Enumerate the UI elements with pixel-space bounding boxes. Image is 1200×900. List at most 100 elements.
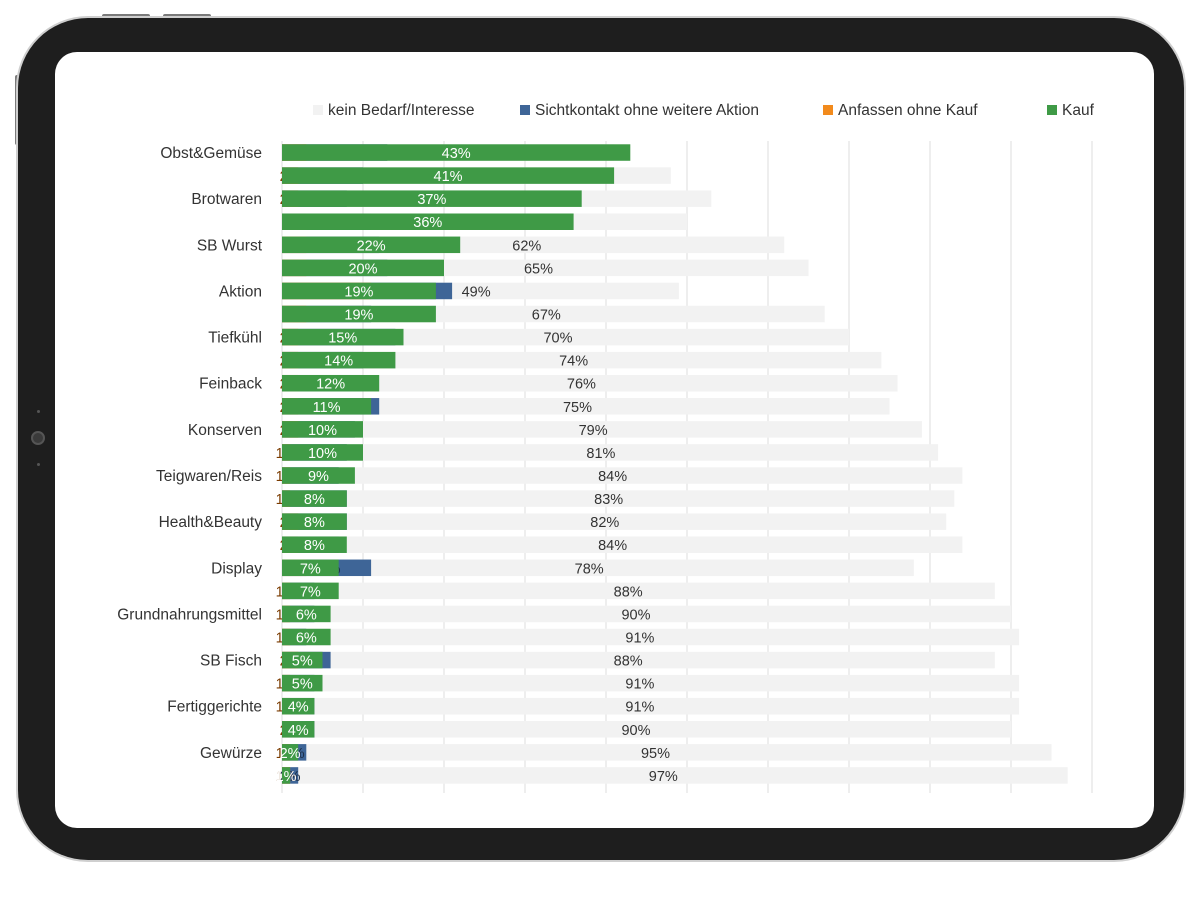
category-label: Display [211, 560, 262, 577]
bar-segment [282, 767, 1068, 784]
bar-segment [282, 674, 323, 692]
category-label: Grundnahrungsmittel [117, 606, 262, 623]
category-label: Teigwaren/Reis [156, 468, 262, 485]
category-label: SB Fisch [200, 653, 262, 670]
data-label: 84% [598, 538, 627, 554]
bar-segment [282, 628, 1020, 646]
data-label: 41% [434, 169, 463, 185]
category-label: Fertiggerichte [167, 699, 262, 716]
data-label: 67% [532, 308, 561, 324]
sensor-dot-top [37, 410, 40, 413]
data-label: 91% [625, 631, 654, 647]
bar-segment [282, 744, 299, 761]
category-label: Aktion [219, 283, 262, 300]
bar-segment [282, 374, 380, 392]
data-label: 82% [590, 515, 619, 531]
data-label: 88% [614, 584, 643, 600]
bar-segment [282, 697, 315, 715]
bar-segment [282, 605, 331, 623]
data-label: 11% [313, 400, 341, 416]
data-label: 12% [316, 377, 345, 393]
bar-segment [282, 421, 363, 438]
data-label: 14% [324, 354, 353, 370]
data-label: 6% [296, 607, 317, 623]
category-label: Health&Beauty [159, 514, 263, 531]
bar-segment [282, 282, 436, 300]
bar-segment [282, 167, 615, 184]
bar-segment [282, 721, 315, 738]
bar-segment [282, 651, 995, 669]
data-label: 6% [296, 631, 317, 647]
bar-segment [282, 767, 291, 784]
data-label: 91% [625, 700, 654, 716]
bar-segment [282, 674, 1020, 692]
legend-swatch [823, 105, 833, 115]
data-label: 75% [563, 400, 592, 416]
data-label: 8% [304, 538, 325, 554]
bar-segment [282, 328, 849, 346]
data-label: 70% [543, 331, 572, 347]
bar-segment [282, 697, 1020, 715]
category-label: SB Wurst [197, 237, 263, 254]
data-label: 22% [357, 238, 386, 254]
legend-label: Kauf [1062, 102, 1095, 119]
bar-segment [282, 582, 339, 600]
data-label: 62% [512, 238, 541, 254]
bar-segment [282, 398, 372, 415]
bar-segment [282, 582, 995, 600]
bar-segment [282, 144, 631, 161]
data-label: 95% [641, 746, 670, 762]
data-label: 8% [304, 492, 325, 508]
legend-label: kein Bedarf/Interesse [328, 102, 474, 119]
data-label: 5% [292, 677, 313, 693]
bar-segment [282, 513, 947, 530]
bar-segment [282, 351, 882, 369]
data-label: 83% [594, 492, 623, 508]
data-label: 90% [621, 723, 650, 739]
legend-swatch [520, 105, 530, 115]
data-label: 5% [292, 654, 313, 670]
legend-swatch [313, 105, 323, 115]
data-label: 78% [575, 561, 604, 577]
data-label: 19% [344, 284, 373, 300]
data-label: 2% [280, 746, 301, 762]
bar-segment [282, 490, 347, 507]
data-label: 8% [304, 515, 325, 531]
data-label: 37% [417, 192, 446, 208]
data-label: 84% [598, 469, 627, 485]
bar-segment [282, 351, 396, 369]
category-label: Feinback [199, 376, 262, 393]
data-label: 7% [300, 561, 321, 577]
bar-segment [282, 305, 436, 323]
data-label: 20% [348, 261, 377, 277]
data-label: 90% [621, 607, 650, 623]
data-label: 91% [625, 677, 654, 693]
data-label: 10% [308, 423, 337, 439]
sensor-dot-bottom [37, 463, 40, 466]
legend-swatch [1047, 105, 1057, 115]
bar-segment [282, 444, 363, 461]
data-label: 74% [559, 354, 588, 370]
bar-segment [282, 259, 444, 277]
legend-label: Sichtkontakt ohne weitere Aktion [535, 102, 759, 119]
camera-icon [31, 431, 45, 445]
data-label: 4% [288, 700, 309, 716]
bar-segment [282, 513, 347, 530]
bar-segment [282, 374, 898, 392]
data-label: 19% [344, 308, 373, 324]
bar-segment [282, 444, 939, 461]
bar-segment [282, 190, 582, 207]
bar-segment [282, 213, 574, 230]
data-label: 43% [442, 146, 471, 162]
data-label: 65% [524, 261, 553, 277]
top-button-left [102, 14, 150, 20]
data-label: 36% [413, 215, 442, 231]
top-button-right [163, 14, 211, 20]
data-label: 4% [288, 723, 309, 739]
bar-segment [282, 559, 914, 577]
data-label: 79% [579, 423, 608, 439]
bar-segment [282, 490, 955, 507]
data-label: 10% [308, 446, 337, 462]
data-label: 15% [328, 331, 357, 347]
